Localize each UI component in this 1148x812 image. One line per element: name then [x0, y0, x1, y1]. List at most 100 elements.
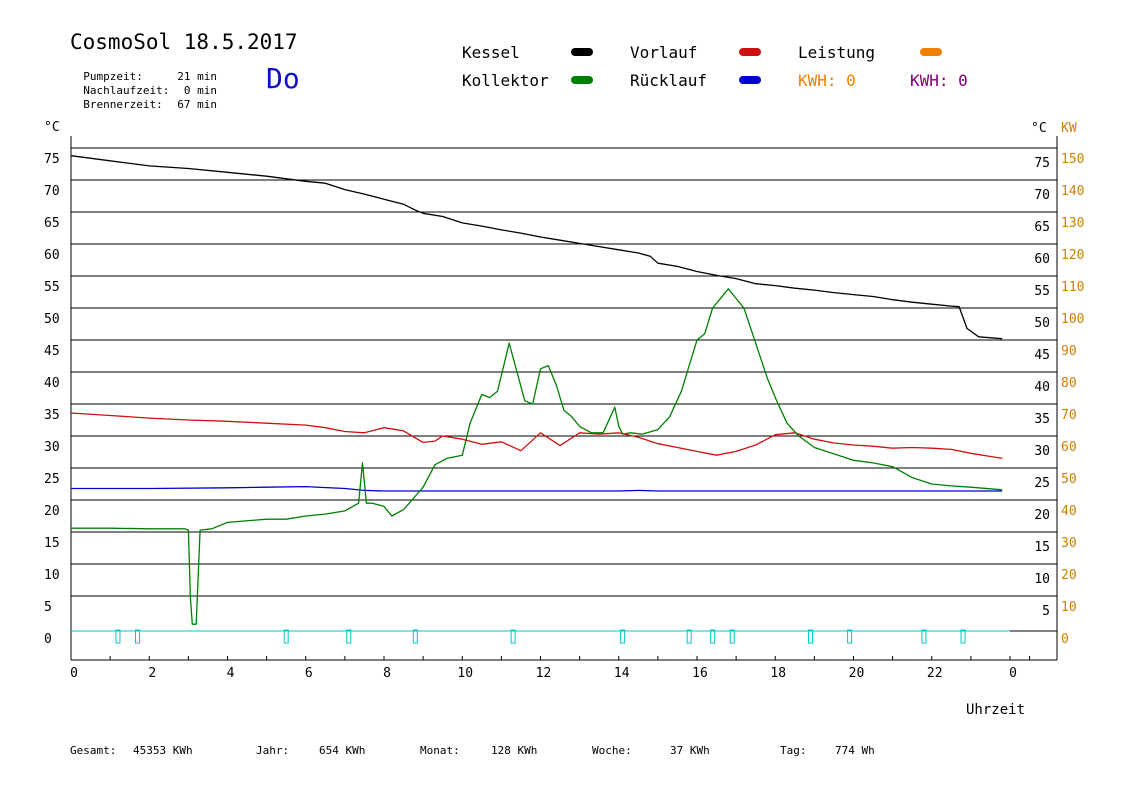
kw-tick-label: 110 [1061, 280, 1084, 295]
series-line-ruecklauf [71, 485, 1003, 492]
y-tick-label: 65 [44, 216, 60, 231]
grid [71, 147, 1057, 597]
pump-pulse [283, 629, 289, 644]
stat-tag-value: 774 Wh [835, 744, 875, 757]
y-right-tick-label: 45 [1034, 348, 1050, 363]
kw-tick-label: 70 [1061, 408, 1077, 423]
pump-pulse [921, 629, 927, 644]
pump-pulse [115, 629, 121, 644]
x-tick-label: 8 [383, 666, 391, 681]
x-tick-label: 0 [1009, 666, 1017, 681]
x-tick-label: 14 [614, 666, 630, 681]
y-tick-label: 50 [44, 312, 60, 327]
kw-tick-label: 130 [1061, 216, 1084, 231]
kw-tick-label: 30 [1061, 536, 1077, 551]
y-tick-label: 20 [44, 504, 60, 519]
legend-ruecklauf-swatch [739, 76, 761, 84]
y-right-tick-label: 55 [1034, 284, 1050, 299]
y-tick-label: 60 [44, 248, 60, 263]
y-tick-label: 0 [44, 632, 52, 647]
kw-tick-label: 60 [1061, 440, 1077, 455]
y-tick-label: 70 [44, 184, 60, 199]
series-line-kessel [70, 155, 1003, 340]
kw-tick-label: 120 [1061, 248, 1084, 263]
legend-vorlauf-label: Vorlauf [630, 43, 698, 62]
y-axis-left-unit: °C [44, 120, 60, 135]
kw-tick-label: 150 [1061, 152, 1084, 167]
weekday-label: Do [266, 62, 300, 95]
y-tick-label: 30 [44, 440, 60, 455]
y-axis-right-unit: °C [1031, 121, 1047, 136]
kw-tick-label: 20 [1061, 568, 1077, 583]
y-right-tick-label: 35 [1034, 412, 1050, 427]
y-right-tick-label: 50 [1034, 316, 1050, 331]
pump-pulse [412, 629, 418, 644]
info-row-nachlaufzeit: Nachlaufzeit: 0 min [70, 71, 217, 97]
stat-jahr-label: Jahr: [256, 744, 290, 757]
stat-jahr-value: 654 KWh [319, 744, 366, 757]
stat-woche-label: Woche: [592, 744, 632, 757]
info-label: Pumpzeit: [83, 70, 143, 83]
pump-pulse [807, 629, 813, 644]
y-right-tick-label: 25 [1034, 476, 1050, 491]
kw-tick-label: 140 [1061, 184, 1084, 199]
y-tick-label: 55 [44, 280, 60, 295]
kw-tick-label: 10 [1061, 600, 1077, 615]
y-right-tick-label: 70 [1034, 188, 1050, 203]
x-tick-label: 12 [536, 666, 552, 681]
info-value: 21 min [177, 70, 217, 83]
x-tick-label: 4 [227, 666, 235, 681]
plot-frame [70, 136, 1058, 661]
kw-tick-label: 100 [1061, 312, 1084, 327]
pump-pulse [729, 629, 735, 644]
y-tick-label: 45 [44, 344, 60, 359]
stat-monat-value: 128 KWh [491, 744, 538, 757]
x-axis: 0 2 4 6 8 10 12 14 16 18 20 22 0 [70, 656, 1031, 681]
x-tick-label: 22 [927, 666, 943, 681]
stat-woche-value: 37 KWh [670, 744, 710, 757]
x-tick-label: 2 [148, 666, 156, 681]
y-tick-label: 10 [44, 568, 60, 583]
pump-pulse [960, 629, 966, 644]
x-tick-label: 10 [457, 666, 473, 681]
y-right-tick-label: 5 [1042, 604, 1050, 619]
legend-kwh-purple: KWH: 0 [910, 71, 968, 90]
x-tick-label: 20 [849, 666, 865, 681]
y-tick-label: 15 [44, 536, 60, 551]
legend-kessel-label: Kessel [462, 43, 520, 62]
y-right-tick-label: 40 [1034, 380, 1050, 395]
x-tick-label: 18 [770, 666, 786, 681]
stat-monat-label: Monat: [420, 744, 460, 757]
kw-tick-label: 50 [1061, 472, 1077, 487]
pump-pulse [346, 629, 352, 644]
y-tick-label: 40 [44, 376, 60, 391]
y-axis-kw-unit: KW [1061, 121, 1077, 136]
info-value: 0 min [183, 84, 217, 97]
x-tick-label: 16 [692, 666, 708, 681]
pump-pulse [620, 629, 626, 644]
y-right-tick-label: 75 [1034, 156, 1050, 171]
pump-pulse [847, 629, 853, 644]
stat-gesamt-value: 45353 KWh [133, 744, 193, 757]
y-tick-label: 5 [44, 600, 52, 615]
y-tick-label: 75 [44, 152, 60, 167]
y-axis-right: 5 10 15 20 25 30 35 40 45 50 55 60 65 70 75 0 10 20 30 40 50… [1034, 152, 1084, 647]
series-line-kollektor [71, 288, 1003, 625]
y-right-tick-label: 65 [1034, 220, 1050, 235]
y-axis-left: 0 5 10 15 20 25 30 35 40 45 50 55 60 65 70 75 [44, 152, 60, 647]
legend-leistung-swatch [920, 48, 942, 56]
x-tick-label: 0 [70, 666, 78, 681]
legend-kollektor-label: Kollektor [462, 71, 549, 90]
x-axis-label: Uhrzeit [966, 702, 1025, 718]
y-right-tick-label: 15 [1034, 540, 1050, 555]
legend-kessel-swatch [571, 48, 593, 56]
stat-tag-label: Tag: [780, 744, 807, 757]
kw-tick-label: 90 [1061, 344, 1077, 359]
legend-vorlauf-swatch [739, 48, 761, 56]
pump-pulse [135, 629, 141, 644]
series-group [70, 155, 1003, 625]
pump-pulse [686, 629, 692, 644]
y-right-tick-label: 20 [1034, 508, 1050, 523]
series-line-vorlauf [70, 412, 1003, 460]
